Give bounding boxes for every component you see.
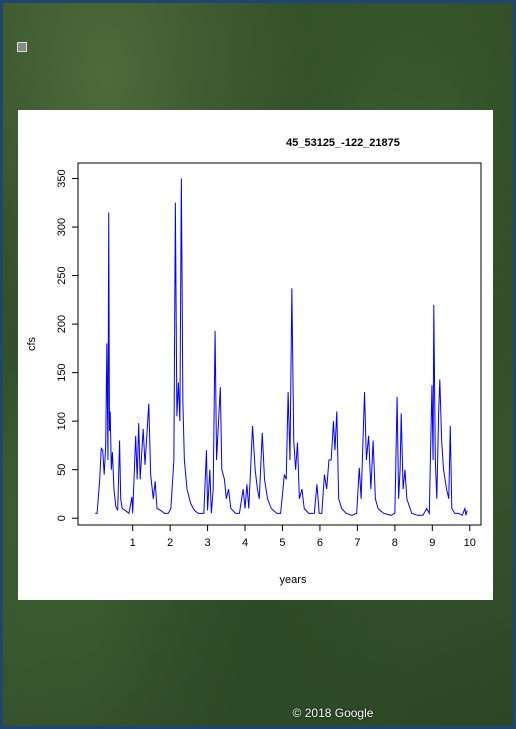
x-axis-label: years	[280, 574, 307, 586]
y-tick-label: 150	[56, 363, 68, 381]
y-tick-label: 350	[56, 169, 68, 187]
map-icon[interactable]	[17, 42, 27, 52]
x-tick-label: 1	[130, 537, 136, 549]
y-tick-label: 300	[56, 218, 68, 236]
y-tick-label: 250	[56, 266, 68, 284]
x-tick-label: 4	[242, 537, 248, 549]
x-tick-label: 8	[392, 537, 398, 549]
plot-box	[77, 162, 482, 526]
chart-popup: 45_53125_-122_21875 years cfs 0 50 100 150 2…	[18, 110, 493, 600]
y-axis-label: cfs	[26, 336, 38, 351]
x-tick-label: 6	[317, 537, 323, 549]
chart-title: 45_53125_-122_21875	[286, 137, 400, 149]
y-tick-label: 50	[56, 464, 68, 476]
x-tick-label: 2	[167, 537, 173, 549]
y-tick-label: 200	[56, 315, 68, 333]
x-tick-label: 10	[464, 537, 476, 549]
x-tick-label: 7	[354, 537, 360, 549]
x-tick-label: 5	[279, 537, 285, 549]
y-tick-label: 0	[56, 515, 68, 521]
attribution: © 2018 Google	[292, 706, 374, 720]
y-tick-label: 100	[56, 412, 68, 430]
x-tick-label: 3	[205, 537, 211, 549]
flow-line	[95, 178, 468, 516]
x-tick-label: 9	[429, 537, 435, 549]
